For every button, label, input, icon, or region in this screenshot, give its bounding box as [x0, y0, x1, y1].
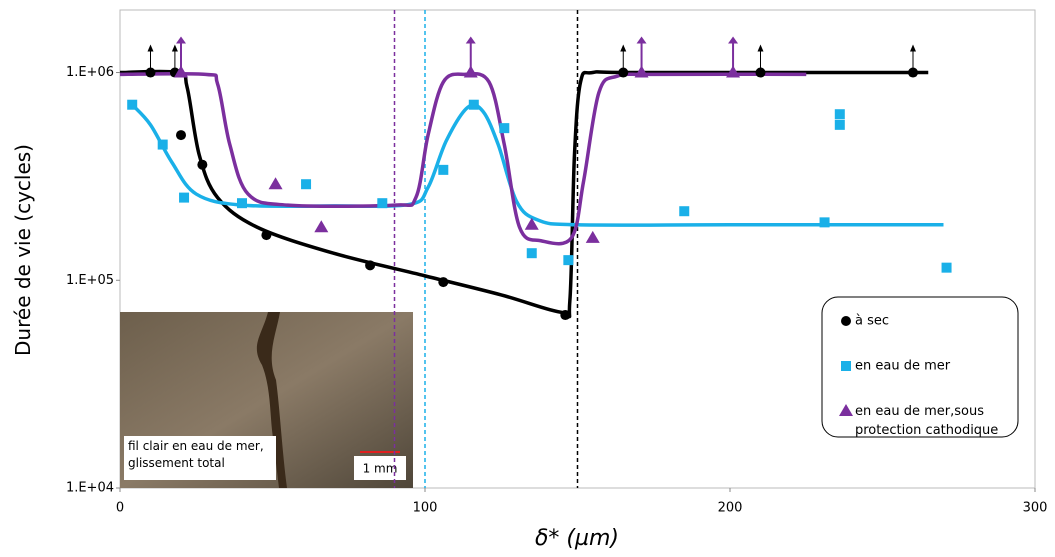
data-point [834, 109, 845, 120]
data-point [174, 65, 188, 78]
runout-arrow-head [147, 44, 154, 52]
runout-arrow-head [910, 44, 916, 52]
data-point [941, 262, 952, 273]
scale-label: 1 mm [363, 462, 398, 476]
data-point [499, 123, 510, 134]
data-point [197, 159, 208, 170]
data-point [314, 220, 329, 233]
legend-box [821, 296, 1019, 438]
data-point [179, 192, 190, 203]
trend-curve [119, 69, 929, 319]
inset: fil clair en eau de mer, glissement tota… [120, 312, 413, 488]
y-tick-label: 1.E+04 [66, 481, 114, 496]
x-tick-label: 300 [1023, 501, 1048, 516]
data-point [755, 67, 766, 78]
data-point [819, 217, 830, 228]
legend-label: à sec [855, 314, 889, 329]
data-point [268, 177, 283, 190]
data-point [908, 67, 918, 78]
legend-label-line: en eau de mer,sous [855, 404, 984, 419]
x-axis-label: δ* (µm) [535, 526, 619, 551]
data-point [438, 164, 449, 175]
x-tick-label: 200 [718, 501, 743, 516]
crack [256, 312, 287, 488]
data-point [585, 230, 600, 243]
y-tick-label: 1.E+06 [66, 65, 114, 80]
y-axis-label: Durée de vie (cycles) [11, 144, 35, 356]
data-point [377, 198, 388, 209]
data-point [127, 99, 138, 110]
inset-caption: fil clair en eau de mer, glissement tota… [128, 439, 264, 470]
data-point [726, 65, 741, 78]
runout-arrow-head [176, 36, 186, 44]
y-tick-label: 1.E+05 [66, 273, 114, 288]
x-tick-label: 0 [116, 501, 124, 516]
data-point [301, 179, 312, 190]
data-point [176, 130, 186, 141]
inset-caption-wrap: fil clair en eau de mer, glissement tota… [128, 439, 264, 470]
data-point [145, 67, 156, 78]
data-point [237, 198, 247, 209]
data-point [157, 139, 168, 150]
data-point [618, 67, 629, 78]
legend-label: en eau de mer [855, 359, 951, 374]
runout-arrow-head [620, 44, 627, 52]
runout-arrow-head [636, 36, 647, 44]
legend-label: en eau de mer,sous protection cathodique [855, 404, 998, 438]
data-point [463, 65, 478, 78]
data-point [526, 248, 537, 259]
data-point [634, 65, 649, 78]
runout-arrow-head [728, 36, 739, 44]
data-point [563, 255, 574, 266]
data-point [524, 217, 539, 230]
scale-box [354, 456, 406, 480]
legend-marker [841, 361, 851, 371]
legend-marker [839, 404, 853, 416]
inset-caption-box [124, 436, 276, 480]
data-point [468, 99, 479, 110]
x-tick-label: 100 [413, 501, 438, 516]
data-point [261, 230, 272, 241]
data-point [365, 260, 376, 271]
runout-arrow-head [171, 44, 178, 52]
data-point [438, 277, 449, 288]
trend-curve [119, 71, 807, 246]
trend-curve [130, 103, 944, 227]
data-point [560, 310, 571, 321]
runout-arrow-head [465, 36, 476, 44]
legend-label-line: protection cathodique [855, 423, 998, 438]
runout-arrow-head [757, 44, 764, 52]
legend-marker [841, 316, 851, 326]
data-point [679, 206, 690, 217]
data-point [834, 119, 845, 130]
